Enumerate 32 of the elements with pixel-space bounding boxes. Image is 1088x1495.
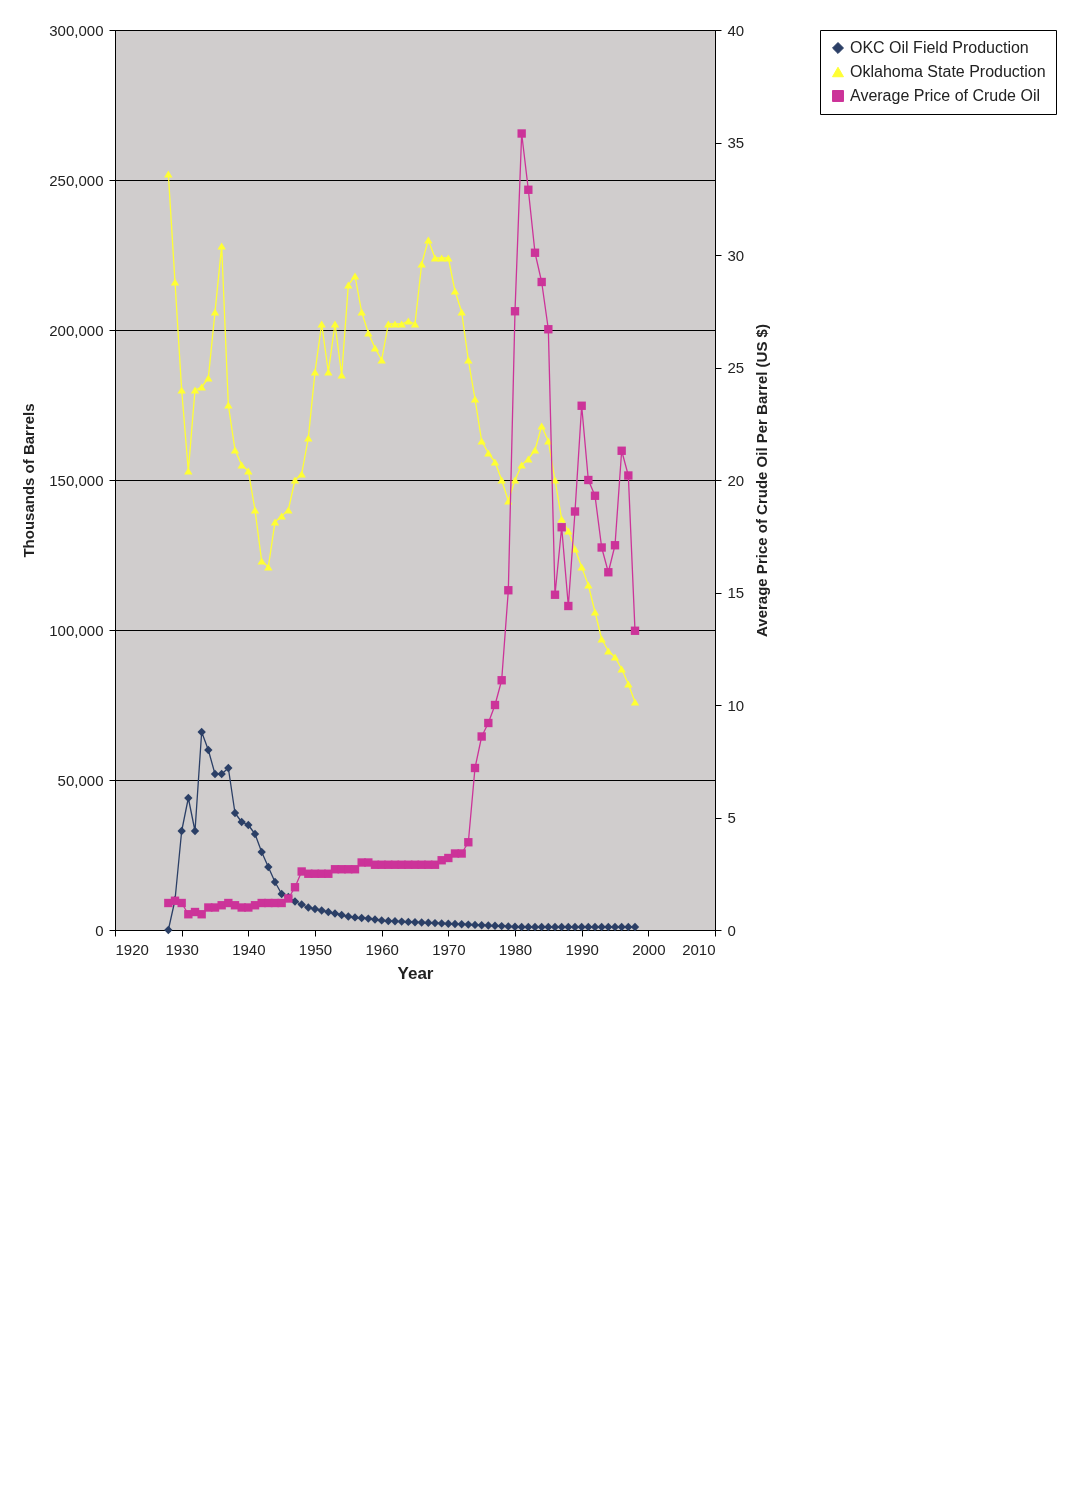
y2-axis-title: Average Price of Crude Oil Per Barrel (US $) xyxy=(753,324,771,637)
x-tick-label: 1980 xyxy=(498,940,533,958)
x-tick-label: 1950 xyxy=(298,940,333,958)
y-tick-label: 300,000 xyxy=(49,21,104,39)
y2-tick-label: 10 xyxy=(727,696,745,714)
legend-label: OKC Oil Field Production xyxy=(850,39,1029,56)
y2-tick-label: 30 xyxy=(727,246,745,264)
y2-tick-label: 20 xyxy=(727,471,745,489)
x-tick-label: 1990 xyxy=(565,940,599,958)
x-axis-title: Year xyxy=(397,963,434,983)
legend-label: Oklahoma State Production xyxy=(850,63,1046,80)
y2-tick-label: 25 xyxy=(727,359,745,376)
y-tick-label: 50,000 xyxy=(57,771,104,789)
x-tick-label: 1970 xyxy=(432,940,466,958)
y-tick-label: 200,000 xyxy=(49,321,104,339)
legend-label: Average Price of Crude Oil xyxy=(850,87,1041,104)
y2-tick-label: 40 xyxy=(727,21,745,39)
y2-tick-label: 5 xyxy=(727,809,736,826)
y-tick-label: 0 xyxy=(95,921,104,939)
y-tick-label: 150,000 xyxy=(49,471,104,489)
y-tick-label: 250,000 xyxy=(49,171,104,189)
x-tick-label: 1960 xyxy=(365,940,399,958)
y-tick-label: 100,000 xyxy=(49,621,104,639)
x-tick-label: 2010 xyxy=(682,940,716,958)
y-axis-title: Thousands of Barrels xyxy=(20,403,38,558)
y2-tick-label: 15 xyxy=(727,584,745,601)
y2-tick-label: 0 xyxy=(727,921,736,939)
x-tick-label: 1940 xyxy=(232,940,266,958)
x-tick-label: 1920 xyxy=(115,940,149,958)
x-tick-label: 1930 xyxy=(165,940,199,958)
y2-tick-label: 35 xyxy=(727,134,745,151)
x-tick-label: 2000 xyxy=(632,940,666,958)
